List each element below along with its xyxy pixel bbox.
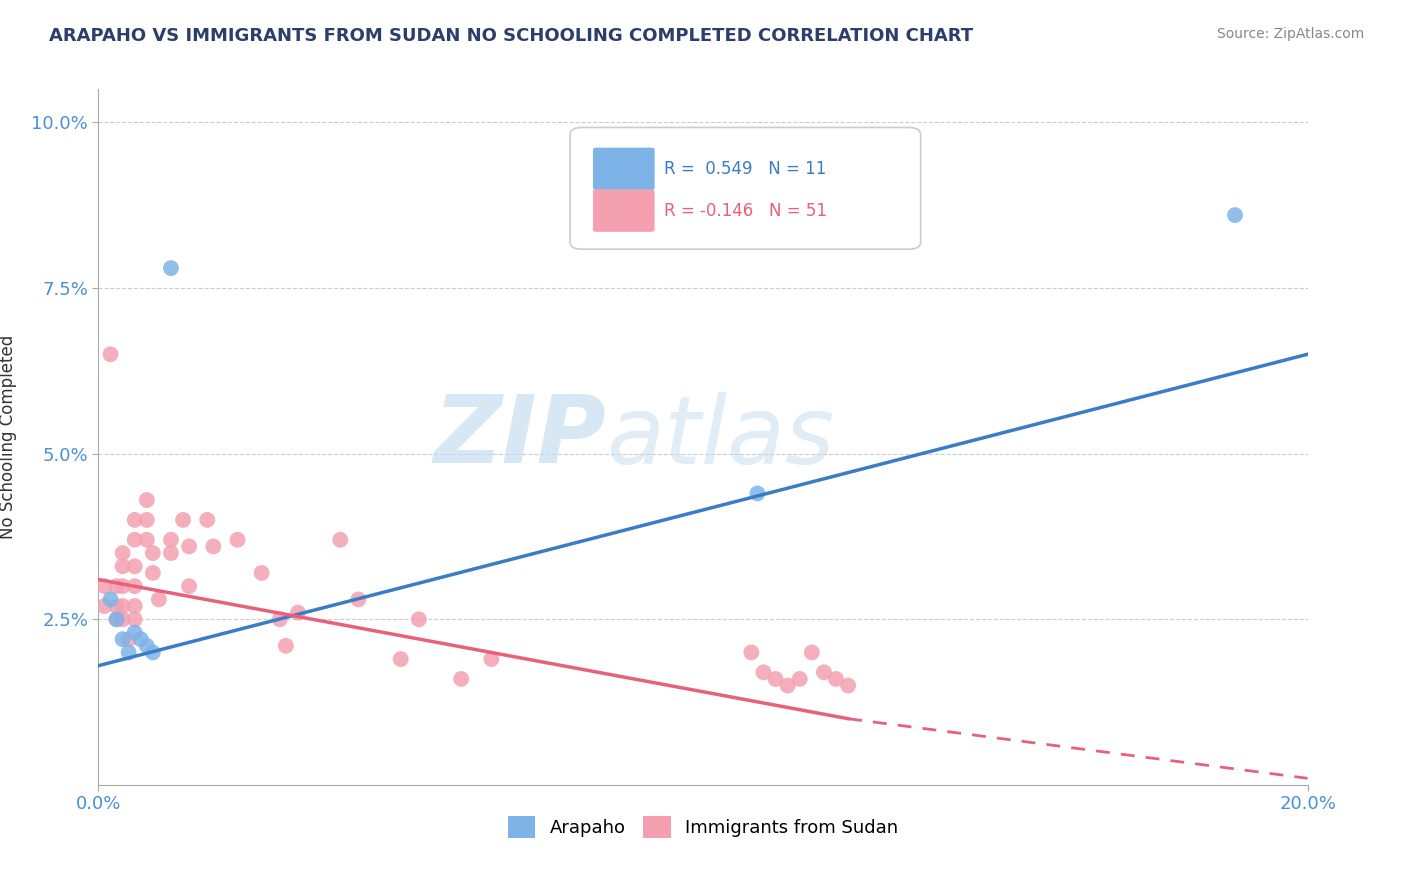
Point: [752, 665, 775, 680]
Point: [160, 546, 183, 560]
Point: [111, 579, 134, 593]
Point: [135, 639, 157, 653]
Y-axis label: No Schooling Completed: No Schooling Completed: [0, 335, 17, 539]
Point: [740, 645, 762, 659]
Text: R =  0.549   N = 11: R = 0.549 N = 11: [664, 161, 827, 178]
FancyBboxPatch shape: [593, 189, 655, 232]
Point: [93, 579, 115, 593]
Point: [118, 632, 141, 647]
Point: [1223, 208, 1246, 222]
Text: ARAPAHO VS IMMIGRANTS FROM SUDAN NO SCHOOLING COMPLETED CORRELATION CHART: ARAPAHO VS IMMIGRANTS FROM SUDAN NO SCHO…: [49, 27, 973, 45]
Point: [250, 566, 273, 580]
Point: [825, 672, 848, 686]
Legend: Arapaho, Immigrants from Sudan: Arapaho, Immigrants from Sudan: [501, 809, 905, 846]
Point: [124, 579, 146, 593]
Point: [124, 625, 146, 640]
Point: [347, 592, 370, 607]
Point: [135, 493, 157, 508]
Text: atlas: atlas: [606, 392, 835, 483]
Point: [111, 612, 134, 626]
Text: ZIP: ZIP: [433, 391, 606, 483]
Point: [100, 592, 122, 607]
Point: [105, 612, 128, 626]
Point: [148, 592, 170, 607]
Point: [274, 639, 297, 653]
Point: [837, 679, 859, 693]
Point: [105, 599, 128, 613]
Point: [800, 645, 823, 659]
Point: [124, 612, 146, 626]
Point: [129, 632, 152, 647]
Point: [135, 533, 157, 547]
Point: [142, 566, 165, 580]
Point: [195, 513, 218, 527]
Point: [93, 599, 115, 613]
Point: [481, 652, 503, 666]
Point: [124, 599, 146, 613]
Point: [124, 533, 146, 547]
Point: [226, 533, 249, 547]
Point: [172, 513, 194, 527]
Point: [160, 261, 183, 276]
Point: [135, 513, 157, 527]
Point: [269, 612, 291, 626]
Point: [287, 606, 309, 620]
FancyBboxPatch shape: [569, 128, 921, 249]
Point: [124, 559, 146, 574]
Point: [111, 632, 134, 647]
Point: [179, 579, 201, 593]
Point: [111, 559, 134, 574]
Point: [389, 652, 412, 666]
Point: [100, 347, 122, 361]
Point: [105, 612, 128, 626]
Point: [118, 645, 141, 659]
Text: R = -0.146   N = 51: R = -0.146 N = 51: [664, 202, 827, 220]
Point: [776, 679, 799, 693]
Point: [105, 579, 128, 593]
Point: [450, 672, 472, 686]
Point: [124, 513, 146, 527]
Point: [747, 486, 769, 500]
FancyBboxPatch shape: [593, 148, 655, 190]
Point: [160, 533, 183, 547]
Point: [111, 599, 134, 613]
Text: Source: ZipAtlas.com: Source: ZipAtlas.com: [1216, 27, 1364, 41]
Point: [179, 540, 201, 554]
Point: [142, 546, 165, 560]
Point: [765, 672, 787, 686]
Point: [142, 645, 165, 659]
Point: [789, 672, 811, 686]
Point: [408, 612, 430, 626]
Point: [813, 665, 835, 680]
Point: [111, 546, 134, 560]
Point: [329, 533, 352, 547]
Point: [202, 540, 225, 554]
